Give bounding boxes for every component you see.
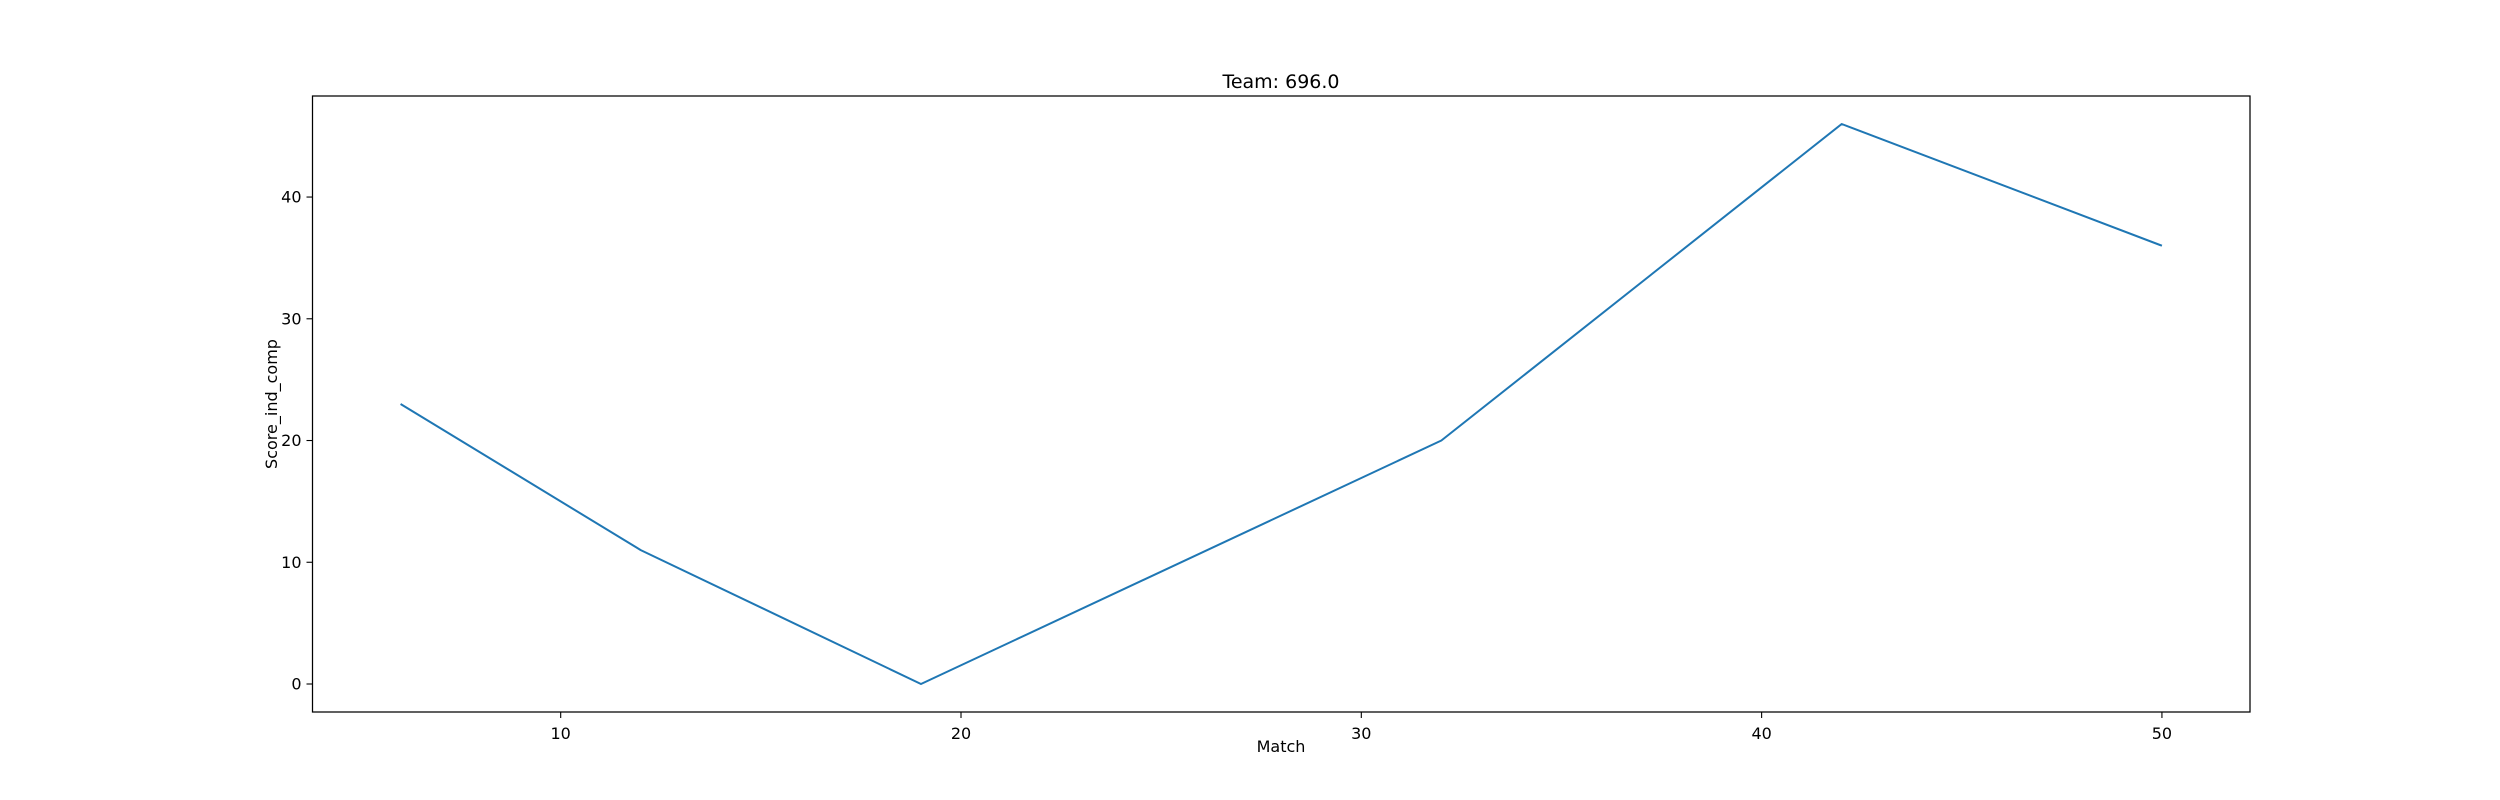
y-tick-label: 20 (281, 431, 301, 450)
data-point (2160, 244, 2164, 248)
data-point (919, 682, 923, 686)
x-tick-label: 20 (951, 724, 971, 743)
y-tick-label: 30 (281, 309, 301, 328)
chart-title: Team: 696.0 (1221, 71, 1339, 93)
x-tick-label: 40 (1751, 724, 1771, 743)
y-tick-label: 0 (291, 675, 301, 694)
plot-area-frame (311, 95, 2251, 713)
data-point (1840, 122, 1844, 126)
data-point (639, 548, 643, 552)
series-line-0 (400, 123, 2163, 685)
y-tick-label: 40 (281, 188, 301, 207)
y-tick-label: 10 (281, 553, 301, 572)
y-axis-label: Score_ind_comp (262, 339, 282, 469)
x-tick-label: 10 (551, 724, 571, 743)
x-tick-label: 50 (2152, 724, 2172, 743)
x-axis-label: Match (1257, 737, 1306, 756)
data-point (399, 402, 403, 406)
x-tick-label: 30 (1351, 724, 1371, 743)
data-point (1439, 439, 1443, 443)
